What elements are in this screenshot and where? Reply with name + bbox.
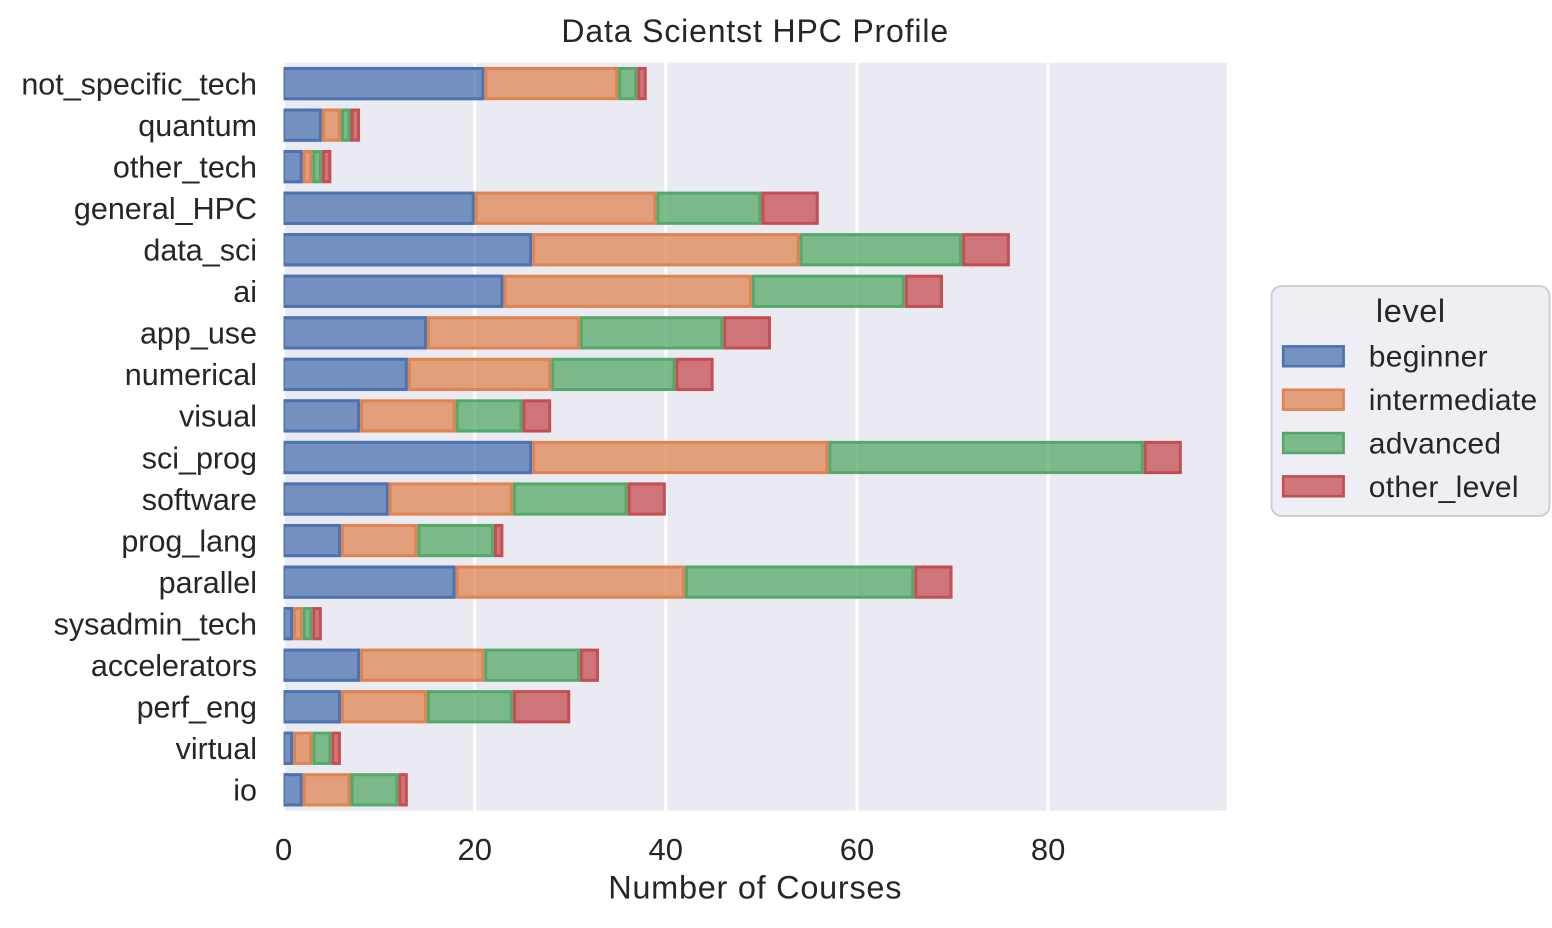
svg-text:software: software — [142, 483, 257, 517]
svg-text:level: level — [1376, 293, 1446, 329]
svg-text:numerical: numerical — [125, 358, 257, 392]
svg-text:Number of Courses: Number of Courses — [608, 870, 902, 906]
svg-text:Data Scientst HPC Profile: Data Scientst HPC Profile — [561, 13, 949, 49]
svg-text:accelerators: accelerators — [91, 649, 257, 683]
svg-text:other_tech: other_tech — [113, 151, 257, 185]
svg-text:visual: visual — [179, 400, 257, 434]
svg-text:ai: ai — [233, 275, 257, 309]
svg-text:app_use: app_use — [140, 317, 257, 351]
svg-text:40: 40 — [649, 832, 683, 867]
svg-text:0: 0 — [275, 832, 292, 867]
svg-text:80: 80 — [1031, 832, 1065, 867]
svg-text:perf_eng: perf_eng — [137, 691, 257, 725]
svg-text:advanced: advanced — [1369, 427, 1502, 460]
svg-text:data_sci: data_sci — [143, 234, 257, 268]
svg-text:sci_prog: sci_prog — [142, 441, 257, 475]
svg-text:prog_lang: prog_lang — [121, 524, 257, 558]
svg-text:not_specific_tech: not_specific_tech — [21, 67, 257, 101]
svg-text:quantum: quantum — [138, 109, 257, 143]
svg-text:general_HPC: general_HPC — [74, 192, 257, 226]
svg-text:20: 20 — [457, 832, 491, 867]
svg-text:beginner: beginner — [1369, 341, 1488, 374]
svg-text:virtual: virtual — [176, 732, 257, 766]
svg-text:sysadmin_tech: sysadmin_tech — [54, 608, 257, 642]
svg-text:60: 60 — [840, 832, 874, 867]
svg-text:io: io — [233, 774, 257, 808]
svg-text:intermediate: intermediate — [1369, 384, 1538, 417]
svg-text:parallel: parallel — [159, 566, 257, 600]
svg-text:other_level: other_level — [1369, 471, 1519, 504]
